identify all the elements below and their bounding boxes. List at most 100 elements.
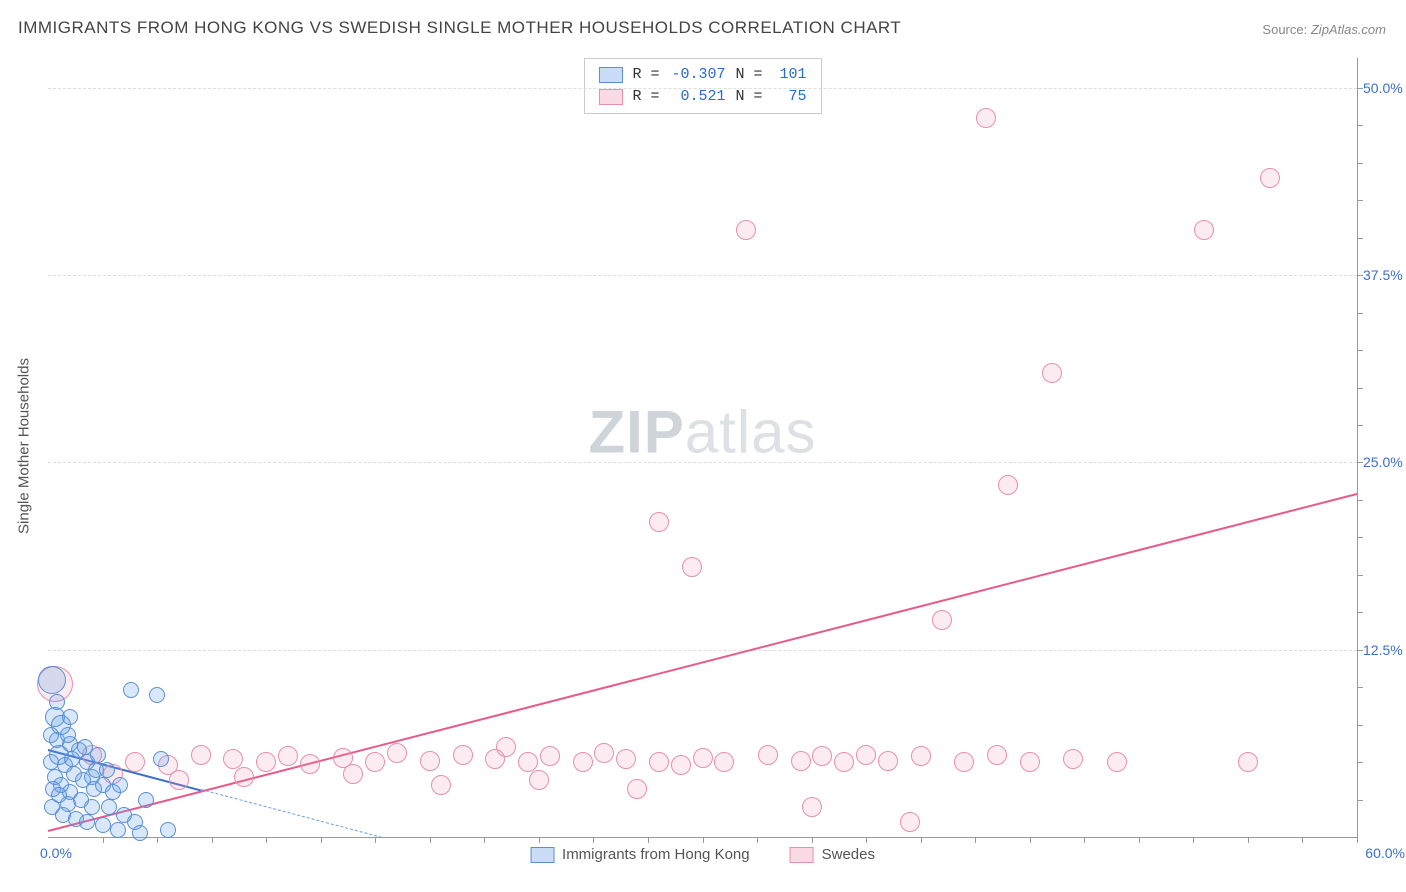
pink-n-value: 75: [773, 86, 807, 108]
grid-line: [48, 88, 1357, 89]
data-point: [627, 779, 647, 799]
x-tick: [703, 837, 704, 843]
data-point: [99, 762, 115, 778]
data-point: [431, 775, 451, 795]
y-tick: [1357, 350, 1363, 351]
data-point: [802, 797, 822, 817]
data-point: [932, 610, 952, 630]
data-point: [95, 817, 111, 833]
stats-row-pink: R = 0.521 N = 75: [598, 86, 806, 108]
data-point: [169, 770, 189, 790]
data-point: [791, 751, 811, 771]
x-tick: [975, 837, 976, 843]
data-point: [878, 751, 898, 771]
data-point: [1107, 752, 1127, 772]
data-point: [453, 745, 473, 765]
y-tick: [1357, 125, 1363, 126]
data-point: [1260, 168, 1280, 188]
y-tick-label: 25.0%: [1363, 454, 1406, 470]
data-point: [812, 746, 832, 766]
source-value: ZipAtlas.com: [1311, 22, 1386, 37]
x-tick: [1139, 837, 1140, 843]
data-point: [714, 752, 734, 772]
data-point: [682, 557, 702, 577]
data-point: [256, 752, 276, 772]
x-tick: [212, 837, 213, 843]
x-tick: [812, 837, 813, 843]
chart-title: IMMIGRANTS FROM HONG KONG VS SWEDISH SIN…: [18, 18, 901, 38]
data-point: [758, 745, 778, 765]
x-tick: [157, 837, 158, 843]
x-tick: [648, 837, 649, 843]
x-tick: [593, 837, 594, 843]
y-tick: [1357, 238, 1363, 239]
data-point: [79, 814, 95, 830]
x-tick: [1302, 837, 1303, 843]
y-tick: [1357, 500, 1363, 501]
data-point: [45, 781, 61, 797]
data-point: [60, 796, 76, 812]
data-point: [49, 694, 65, 710]
y-tick: [1357, 537, 1363, 538]
scatter-plot: ZIPatlas R = -0.307 N = 101 R = 0.521 N …: [48, 58, 1358, 838]
data-point: [573, 752, 593, 772]
data-point: [365, 752, 385, 772]
watermark: ZIPatlas: [588, 397, 816, 466]
legend-item-pink: Swedes: [790, 846, 875, 863]
data-point: [420, 751, 440, 771]
y-tick: [1357, 575, 1363, 576]
x-tick: [866, 837, 867, 843]
data-point: [594, 743, 614, 763]
y-axis-title: Single Mother Households: [16, 358, 33, 534]
data-point: [693, 748, 713, 768]
x-tick: [1248, 837, 1249, 843]
data-point: [112, 777, 128, 793]
data-point: [191, 745, 211, 765]
y-tick: [1357, 725, 1363, 726]
data-point: [496, 737, 516, 757]
data-point: [976, 108, 996, 128]
data-point: [149, 687, 165, 703]
grid-line: [48, 462, 1357, 463]
data-point: [529, 770, 549, 790]
y-tick: [1357, 200, 1363, 201]
data-point: [234, 767, 254, 787]
blue-n-value: 101: [773, 64, 807, 86]
data-point: [1238, 752, 1258, 772]
y-tick: [1357, 687, 1363, 688]
grid-line: [48, 650, 1357, 651]
data-point: [132, 825, 148, 841]
data-point: [387, 743, 407, 763]
data-point: [911, 746, 931, 766]
x-tick: [1084, 837, 1085, 843]
n-label: N =: [736, 86, 763, 108]
watermark-atlas: atlas: [685, 398, 817, 465]
y-tick: [1357, 88, 1363, 89]
data-point: [60, 727, 76, 743]
y-tick: [1357, 163, 1363, 164]
swatch-blue-icon: [598, 67, 622, 83]
stats-legend-box: R = -0.307 N = 101 R = 0.521 N = 75: [583, 58, 821, 114]
data-point: [1020, 752, 1040, 772]
r-label: R =: [632, 64, 659, 86]
data-point: [38, 666, 66, 694]
blue-r-value: -0.307: [670, 64, 726, 86]
data-point: [84, 799, 100, 815]
x-tick: [103, 837, 104, 843]
data-point: [649, 752, 669, 772]
x-tick: [757, 837, 758, 843]
data-point: [998, 475, 1018, 495]
n-label: N =: [736, 64, 763, 86]
y-tick: [1357, 762, 1363, 763]
x-tick: [484, 837, 485, 843]
y-tick: [1357, 650, 1363, 651]
data-point: [518, 752, 538, 772]
x-tick: [430, 837, 431, 843]
watermark-zip: ZIP: [588, 398, 684, 465]
x-tick: [321, 837, 322, 843]
data-point: [1194, 220, 1214, 240]
y-tick: [1357, 275, 1363, 276]
x-axis-min-label: 0.0%: [40, 845, 72, 861]
data-point: [278, 746, 298, 766]
source-label: Source:: [1262, 22, 1307, 37]
